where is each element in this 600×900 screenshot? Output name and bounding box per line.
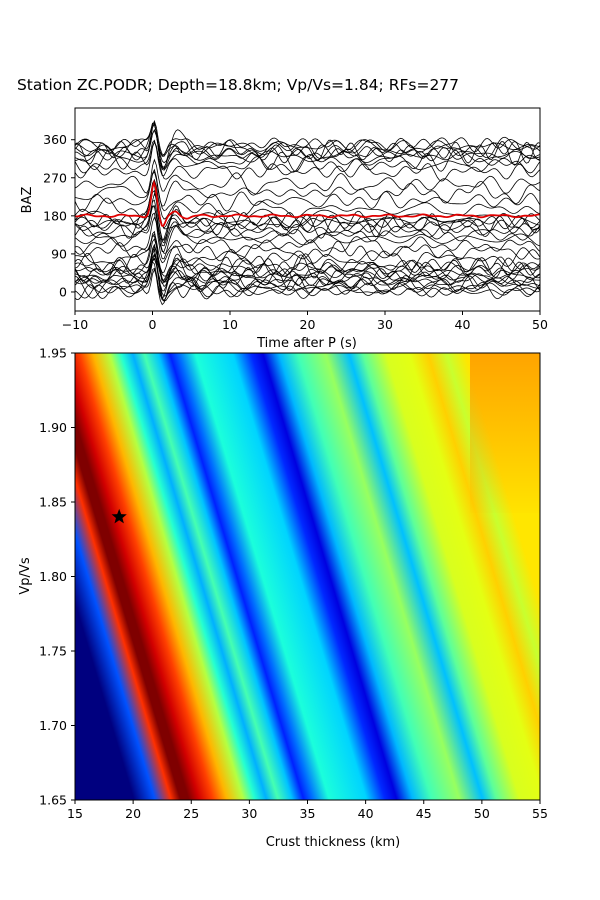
rf-trace xyxy=(75,168,540,212)
bottom-y-tick-label: 1.75 xyxy=(39,644,67,659)
bottom-x-tick-label: 40 xyxy=(358,806,374,821)
bottom-x-tick-label: 55 xyxy=(532,806,548,821)
rf-trace xyxy=(75,268,540,301)
rf-trace xyxy=(75,139,540,176)
bottom-x-ticks: 15 20 25 30 35 40 45 50 55 xyxy=(67,800,548,821)
rf-trace xyxy=(75,122,540,169)
rf-trace xyxy=(75,257,540,285)
rf-trace xyxy=(75,178,540,229)
rf-trace xyxy=(75,128,540,164)
rf-traces xyxy=(75,119,540,306)
rf-trace xyxy=(75,170,540,207)
rf-trace xyxy=(75,212,540,260)
top-x-tick-label: 30 xyxy=(377,317,393,332)
top-x-tick-label: −10 xyxy=(62,317,88,332)
rf-trace xyxy=(75,230,540,288)
rf-trace xyxy=(75,141,540,172)
top-y-tick-label: 270 xyxy=(43,170,67,185)
top-x-ticks: −10 0 10 20 30 40 50 xyxy=(62,311,548,332)
rf-trace xyxy=(75,158,540,196)
bottom-y-tick-label: 1.65 xyxy=(39,793,67,808)
bottom-y-tick-label: 1.95 xyxy=(39,346,67,361)
hk-heatmap xyxy=(75,353,540,800)
top-x-tick-label: 0 xyxy=(149,317,157,332)
figure-title: Station ZC.PODR; Depth=18.8km; Vp/Vs=1.8… xyxy=(17,76,459,94)
top-y-ticks: 0 90 180 270 360 xyxy=(43,132,75,299)
bottom-x-tick-label: 30 xyxy=(241,806,257,821)
bottom-x-tick-label: 50 xyxy=(474,806,490,821)
bottom-y-tick-label: 1.85 xyxy=(39,495,67,510)
rf-trace xyxy=(75,233,540,264)
bottom-x-tick-label: 45 xyxy=(416,806,432,821)
hk-stack-panel: 15 20 25 30 35 40 45 50 55 1.651.701.751.801.851… xyxy=(18,346,548,851)
top-x-tick-label: 50 xyxy=(532,317,548,332)
bottom-x-tick-label: 15 xyxy=(67,806,83,821)
top-y-tick-label: 0 xyxy=(59,284,67,299)
top-x-tick-label: 10 xyxy=(222,317,238,332)
rf-trace xyxy=(75,246,540,277)
bottom-y-tick-label: 1.70 xyxy=(39,718,67,733)
top-x-axis-label: Time after P (s) xyxy=(256,336,357,351)
receiver-function-panel: −10 0 10 20 30 40 50 0 90 180 270 360 Time after P… xyxy=(20,107,548,351)
top-y-tick-label: 360 xyxy=(43,132,67,147)
bottom-x-tick-label: 35 xyxy=(300,806,316,821)
rf-trace xyxy=(75,206,540,242)
rf-trace xyxy=(75,192,540,238)
rf-trace xyxy=(75,124,540,157)
top-y-tick-label: 90 xyxy=(51,246,67,261)
best-fit-star-icon xyxy=(111,508,127,524)
top-x-tick-label: 20 xyxy=(300,317,316,332)
bottom-x-tick-label: 25 xyxy=(183,806,199,821)
bottom-x-axis-label: Crust thickness (km) xyxy=(266,835,401,850)
bottom-y-ticks: 1.65 1.70 1.75 1.80 1.85 1.90 1.95 xyxy=(39,346,75,808)
top-x-tick-label: 40 xyxy=(455,317,471,332)
top-y-tick-label: 180 xyxy=(43,208,67,223)
bottom-y-tick-label: 1.80 xyxy=(39,569,67,584)
bottom-x-tick-label: 20 xyxy=(125,806,141,821)
rf-trace xyxy=(75,199,540,247)
bottom-y-axis-label: Vp/Vs xyxy=(18,557,33,594)
top-y-axis-label: BAZ xyxy=(20,187,35,214)
bottom-y-tick-label: 1.90 xyxy=(39,420,67,435)
rf-trace xyxy=(75,216,540,256)
rf-trace xyxy=(75,205,540,253)
stacked-rf-line xyxy=(75,179,540,228)
rf-trace xyxy=(75,238,540,283)
